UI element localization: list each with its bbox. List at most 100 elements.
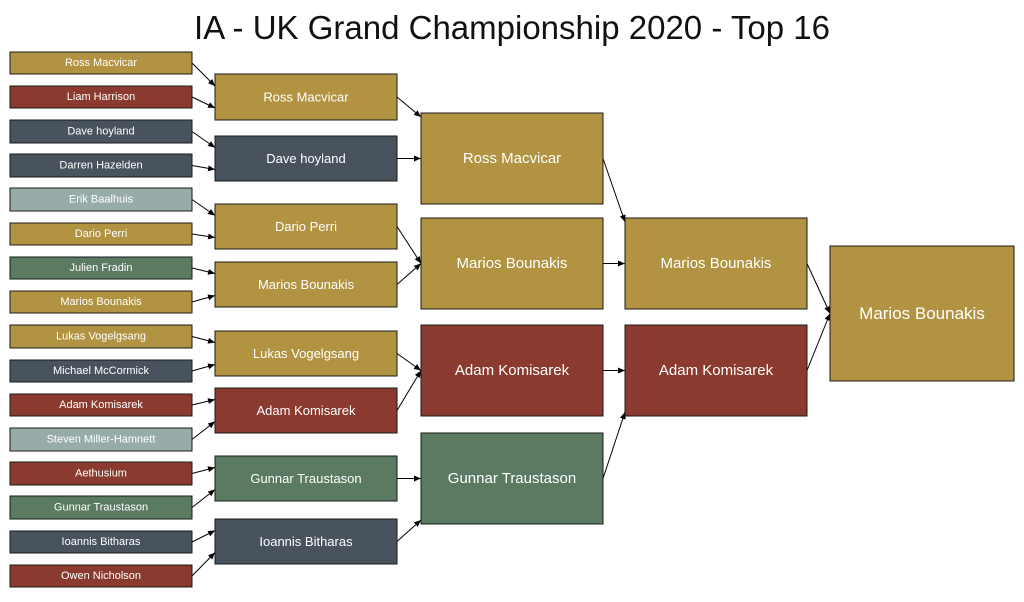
bracket-connector-arrow [191, 96, 216, 109]
player-name: Lukas Vogelgsang [56, 331, 146, 343]
round-of-8-box: Adam Komisarek [214, 387, 398, 434]
round-of-16-box-fill [9, 290, 193, 314]
round-of-8-box: Gunnar Traustason [214, 455, 398, 502]
bracket-connector-arrow [191, 421, 216, 440]
bracket-connector-arrow [191, 489, 216, 508]
round-of-16-box: Aethusium [9, 461, 193, 486]
player-name: Adam Komisarek [455, 362, 570, 379]
bracket-connector-arrow [191, 267, 216, 275]
quarterfinal-box: Ross Macvicar [420, 112, 604, 205]
player-name: Marios Bounakis [859, 304, 985, 323]
bracket-connector-arrow [191, 165, 216, 172]
player-name: Darren Hazelden [59, 160, 142, 172]
player-name: Adam Komisarek [659, 362, 774, 379]
round-of-16-box: Gunnar Traustason [9, 495, 193, 520]
player-name: Ioannis Bitharas [62, 536, 141, 548]
round-of-8-box: Lukas Vogelgsang [214, 330, 398, 377]
round-of-16-box-fill [9, 427, 193, 452]
round-of-16-box-fill [9, 564, 193, 588]
player-name: Marios Bounakis [258, 277, 355, 292]
round-of-8-box: Dave hoyland [214, 135, 398, 182]
quarterfinal-box-fill [420, 217, 604, 310]
quarterfinal-box-fill [420, 112, 604, 205]
bracket-connector-arrow [396, 226, 422, 264]
bracket-connector-arrow [191, 294, 216, 303]
final-box: Marios Bounakis [829, 245, 1015, 382]
round-of-16-box-fill [9, 222, 193, 246]
round-of-8-box: Dario Perri [214, 203, 398, 250]
player-name: Dario Perri [75, 228, 128, 240]
bracket-connector-arrow [191, 363, 216, 372]
bracket-connector-arrow [396, 96, 422, 118]
semifinal-box: Adam Komisarek [624, 324, 808, 417]
semifinal-box-fill [624, 217, 808, 310]
bracket-connector-arrow [396, 263, 422, 285]
bracket-title: IA - UK Grand Championship 2020 - Top 16 [194, 9, 830, 46]
round-of-8-box-fill [214, 455, 398, 502]
player-name: Liam Harrison [67, 91, 135, 103]
semifinal-box: Marios Bounakis [624, 217, 808, 310]
round-of-16-box: Michael McCormick [9, 359, 193, 383]
round-of-8-box-fill [214, 387, 398, 434]
round-of-16-box-fill [9, 461, 193, 486]
quarterfinal-box: Marios Bounakis [420, 217, 604, 310]
bracket-connector-arrow [191, 466, 216, 474]
round-of-16-box: Steven Miller-Hamnett [9, 427, 193, 452]
bracket-connector-arrow [191, 336, 216, 344]
quarterfinal-box-fill [420, 432, 604, 525]
round-of-16-box: Liam Harrison [9, 85, 193, 109]
quarterfinal-box: Adam Komisarek [420, 324, 604, 417]
player-name: Gunnar Traustason [250, 471, 361, 486]
player-name: Adam Komisarek [59, 399, 143, 411]
semifinal-box-fill [624, 324, 808, 417]
player-name: Lukas Vogelgsang [253, 346, 359, 361]
round-of-16-box: Lukas Vogelgsang [9, 324, 193, 349]
round-of-16-box: Dave hoyland [9, 119, 193, 144]
bracket-connector-arrow [191, 552, 216, 577]
final-box-fill [829, 245, 1015, 382]
round-of-8-box: Marios Bounakis [214, 261, 398, 308]
round-of-8-box: Ross Macvicar [214, 73, 398, 121]
round-of-8-box: Ioannis Bitharas [214, 518, 398, 565]
round-of-16-box-fill [9, 393, 193, 417]
bracket-connector-arrow [191, 398, 216, 406]
round-of-16-box: Ross Macvicar [9, 51, 193, 75]
bracket-connector-arrow [806, 313, 831, 371]
bracket-connector-arrow [191, 62, 216, 87]
bracket-connector-arrow [602, 158, 626, 223]
round-of-16-box: Owen Nicholson [9, 564, 193, 588]
bracket-connector-arrow [602, 411, 626, 479]
player-name: Marios Bounakis [457, 255, 568, 272]
player-name: Marios Bounakis [661, 255, 772, 272]
player-name: Aethusium [75, 468, 127, 480]
player-name: Julien Fradin [70, 262, 133, 274]
player-name: Gunnar Traustason [54, 502, 148, 514]
round-of-16-box-fill [9, 51, 193, 75]
player-name: Ioannis Bitharas [259, 534, 353, 549]
player-name: Dave hoyland [266, 151, 346, 166]
round-of-16-box: Marios Bounakis [9, 290, 193, 314]
round-of-16-box-fill [9, 495, 193, 520]
round-of-16-box-fill [9, 119, 193, 144]
player-name: Erik Baalhuis [69, 194, 134, 206]
player-name: Michael McCormick [53, 365, 149, 377]
round-of-8-box-fill [214, 135, 398, 182]
round-of-16-box: Adam Komisarek [9, 393, 193, 417]
round-of-16-box-fill [9, 530, 193, 554]
round-of-16-box-fill [9, 153, 193, 178]
bracket-connector-arrow [191, 233, 216, 240]
round-of-8-box-fill [214, 73, 398, 121]
bracket-connector-arrow [191, 131, 216, 148]
player-name: Dave hoyland [67, 126, 134, 138]
bracket-connector-arrow [396, 519, 422, 542]
bracket-connector-arrow [191, 530, 216, 543]
round-of-8-box-fill [214, 203, 398, 250]
round-of-16-box: Julien Fradin [9, 256, 193, 280]
bracket-connector-arrow [396, 370, 422, 411]
round-of-16-box: Darren Hazelden [9, 153, 193, 178]
player-name: Marios Bounakis [60, 296, 142, 308]
round-of-16-box-fill [9, 324, 193, 349]
player-name: Dario Perri [275, 219, 337, 234]
player-name: Owen Nicholson [61, 570, 141, 582]
